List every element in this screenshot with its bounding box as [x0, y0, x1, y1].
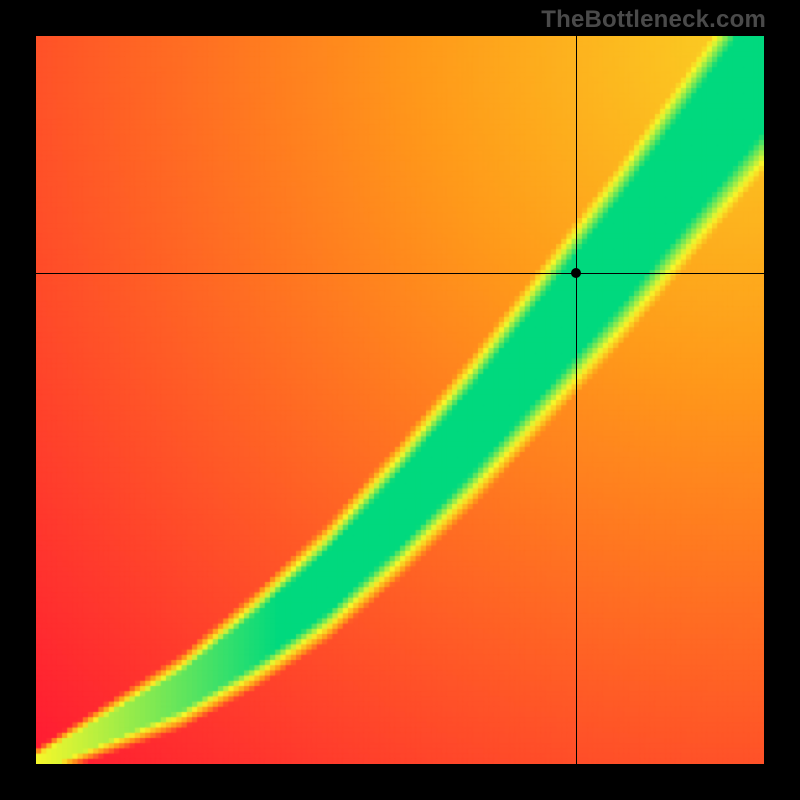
watermark-text: TheBottleneck.com	[541, 6, 766, 34]
heatmap-canvas	[36, 36, 764, 764]
chart-container: TheBottleneck.com	[0, 0, 800, 800]
crosshair-vertical	[576, 36, 577, 764]
crosshair-marker	[571, 268, 581, 278]
crosshair-horizontal	[36, 273, 764, 274]
heatmap-plot	[36, 36, 764, 764]
